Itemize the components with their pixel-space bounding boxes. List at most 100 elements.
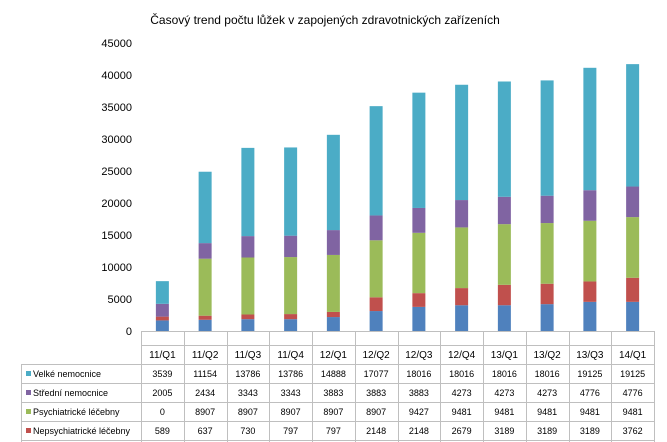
category-label-12-Q3: 12/Q3 xyxy=(405,350,433,361)
bar-11-Q4-series-2 xyxy=(284,257,298,315)
data-label-3-2: 3343 xyxy=(238,388,258,398)
bar-13-Q2-series-3 xyxy=(540,195,554,224)
bar-11-Q3-series-4 xyxy=(241,147,255,237)
data-label-2-5: 8907 xyxy=(366,407,386,417)
data-label-1-1: 637 xyxy=(198,426,213,436)
data-label-4-0: 3539 xyxy=(152,369,172,379)
bar-12-Q4-series-4 xyxy=(455,84,469,201)
y-tick-label-5: 25000 xyxy=(101,166,132,178)
legend-label-1: Nepsychiatrické léčebny xyxy=(33,426,131,436)
bar-11-Q4-series-0 xyxy=(284,319,298,331)
category-label-13-Q1: 13/Q1 xyxy=(491,350,519,361)
bar-11-Q3-series-1 xyxy=(241,314,255,320)
data-label-1-9: 3189 xyxy=(537,426,557,436)
y-tick-label-0: 0 xyxy=(126,326,132,338)
data-label-4-10: 19125 xyxy=(577,369,602,379)
y-tick-label-1: 5000 xyxy=(108,294,132,306)
bar-11-Q4-series-3 xyxy=(284,235,298,258)
data-label-4-3: 13786 xyxy=(278,369,303,379)
data-label-3-3: 3343 xyxy=(281,388,301,398)
bar-11-Q2-series-3 xyxy=(198,243,212,259)
data-label-2-1: 8907 xyxy=(195,407,215,417)
bar-11-Q1-series-4 xyxy=(155,281,169,304)
data-label-3-4: 3883 xyxy=(323,388,343,398)
data-label-2-2: 8907 xyxy=(238,407,258,417)
bar-12-Q3-series-0 xyxy=(412,306,426,331)
data-label-1-7: 2679 xyxy=(452,426,472,436)
legend-key-4 xyxy=(26,371,31,376)
data-label-4-5: 17077 xyxy=(364,369,389,379)
bar-12-Q1-series-4 xyxy=(326,134,340,231)
bar-13-Q1-series-3 xyxy=(497,196,511,225)
bar-11-Q2-series-2 xyxy=(198,258,212,316)
data-label-4-6: 18016 xyxy=(406,369,431,379)
y-tick-label-7: 35000 xyxy=(101,102,132,114)
data-label-3-5: 3883 xyxy=(366,388,386,398)
bar-11-Q3-series-0 xyxy=(241,319,255,331)
data-label-3-7: 4273 xyxy=(452,388,472,398)
data-label-2-3: 8907 xyxy=(281,407,301,417)
bar-13-Q2-series-1 xyxy=(540,283,554,305)
data-label-3-11: 4776 xyxy=(623,388,643,398)
bar-11-Q3-series-3 xyxy=(241,236,255,258)
bar-12-Q1-series-0 xyxy=(326,317,340,331)
bar-12-Q3-series-1 xyxy=(412,293,426,307)
data-label-4-9: 18016 xyxy=(535,369,560,379)
data-label-1-6: 2148 xyxy=(409,426,429,436)
bar-14-Q1-series-1 xyxy=(626,277,640,302)
bar-13-Q1-series-2 xyxy=(497,224,511,285)
bars xyxy=(155,64,640,331)
data-label-3-10: 4776 xyxy=(580,388,600,398)
data-label-3-1: 2434 xyxy=(195,388,215,398)
bar-13-Q2-series-0 xyxy=(540,304,554,331)
y-tick-label-6: 30000 xyxy=(101,134,132,146)
data-table: 11/Q1 11/Q2 11/Q3 11/Q4 12/Q1 12/Q2 12/Q3 12/Q4… xyxy=(21,331,655,442)
bar-12-Q2-series-0 xyxy=(369,311,383,331)
legend-label-2: Psychiatrické léčebny xyxy=(33,407,120,417)
y-tick-label-4: 20000 xyxy=(101,198,132,210)
data-label-2-4: 8907 xyxy=(323,407,343,417)
data-label-4-2: 13786 xyxy=(235,369,260,379)
category-label-11-Q1: 11/Q1 xyxy=(149,350,176,361)
legend-label-3: Střední nemocnice xyxy=(33,388,108,398)
category-label-12-Q4: 12/Q4 xyxy=(448,350,476,361)
data-label-3-0: 2005 xyxy=(152,388,172,398)
bar-11-Q2-series-0 xyxy=(198,319,212,331)
bar-11-Q4-series-4 xyxy=(284,147,298,236)
bar-13-Q3-series-0 xyxy=(583,301,597,331)
category-label-13-Q3: 13/Q3 xyxy=(576,350,604,361)
bar-12-Q4-series-2 xyxy=(455,227,469,289)
bar-13-Q3-series-4 xyxy=(583,67,597,191)
data-label-2-11: 9481 xyxy=(623,407,643,417)
category-label-11-Q4: 11/Q4 xyxy=(277,350,304,361)
data-label-2-6: 9427 xyxy=(409,407,429,417)
bar-11-Q2-series-4 xyxy=(198,171,212,244)
data-label-2-9: 9481 xyxy=(537,407,557,417)
bar-13-Q1-series-1 xyxy=(497,284,511,306)
data-label-2-10: 9481 xyxy=(580,407,600,417)
bar-12-Q3-series-2 xyxy=(412,232,426,294)
category-label-11-Q2: 11/Q2 xyxy=(192,350,219,361)
data-label-4-11: 19125 xyxy=(620,369,645,379)
bar-13-Q3-series-3 xyxy=(583,190,597,221)
data-label-1-10: 3189 xyxy=(580,426,600,436)
data-label-3-6: 3883 xyxy=(409,388,429,398)
bar-12-Q1-series-2 xyxy=(326,254,340,312)
category-label-14-Q1: 14/Q1 xyxy=(619,350,647,361)
bar-13-Q3-series-2 xyxy=(583,220,597,282)
data-label-1-11: 3762 xyxy=(623,426,643,436)
bar-13-Q1-series-4 xyxy=(497,81,511,197)
bar-13-Q2-series-4 xyxy=(540,80,554,196)
legend-label-4: Velké nemocnice xyxy=(33,369,101,379)
bar-14-Q1-series-4 xyxy=(626,64,640,187)
bar-12-Q4-series-1 xyxy=(455,288,469,306)
y-tick-label-3: 15000 xyxy=(101,230,132,242)
data-label-1-3: 797 xyxy=(283,426,298,436)
data-label-4-1: 11154 xyxy=(193,369,217,379)
data-label-1-0: 589 xyxy=(155,426,170,436)
data-label-1-4: 797 xyxy=(326,426,341,436)
bar-12-Q2-series-1 xyxy=(369,297,383,312)
bar-13-Q2-series-2 xyxy=(540,223,554,284)
legend-key-1 xyxy=(26,428,31,433)
